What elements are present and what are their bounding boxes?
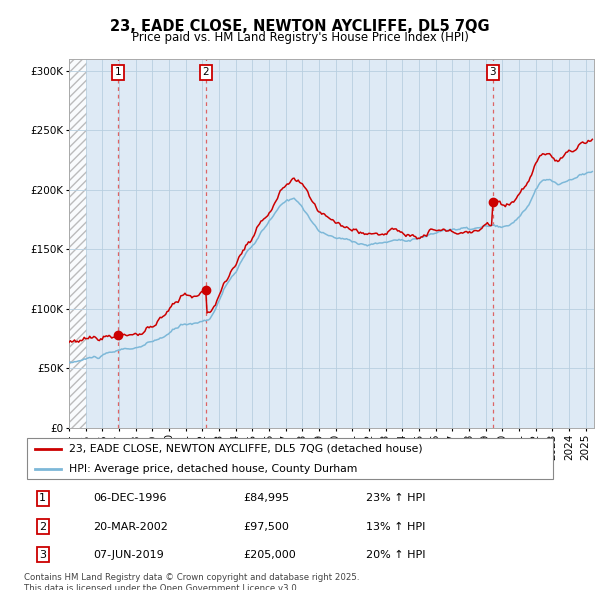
Text: 20-MAR-2002: 20-MAR-2002: [94, 522, 168, 532]
Text: 23% ↑ HPI: 23% ↑ HPI: [366, 493, 425, 503]
Text: 2: 2: [203, 67, 209, 77]
Text: 23, EADE CLOSE, NEWTON AYCLIFFE, DL5 7QG (detached house): 23, EADE CLOSE, NEWTON AYCLIFFE, DL5 7QG…: [70, 444, 423, 454]
Text: £84,995: £84,995: [243, 493, 289, 503]
Text: Price paid vs. HM Land Registry's House Price Index (HPI): Price paid vs. HM Land Registry's House …: [131, 31, 469, 44]
Text: 23, EADE CLOSE, NEWTON AYCLIFFE, DL5 7QG: 23, EADE CLOSE, NEWTON AYCLIFFE, DL5 7QG: [110, 19, 490, 34]
Text: 3: 3: [39, 550, 46, 560]
Text: £205,000: £205,000: [243, 550, 296, 560]
Text: HPI: Average price, detached house, County Durham: HPI: Average price, detached house, Coun…: [70, 464, 358, 474]
Bar: [69, 59, 88, 428]
Text: 06-DEC-1996: 06-DEC-1996: [94, 493, 167, 503]
Text: 2: 2: [39, 522, 46, 532]
Text: 20% ↑ HPI: 20% ↑ HPI: [366, 550, 425, 560]
FancyBboxPatch shape: [26, 438, 553, 479]
Text: 13% ↑ HPI: 13% ↑ HPI: [366, 522, 425, 532]
Text: £97,500: £97,500: [243, 522, 289, 532]
Text: 07-JUN-2019: 07-JUN-2019: [94, 550, 164, 560]
Text: 1: 1: [115, 67, 121, 77]
Text: Contains HM Land Registry data © Crown copyright and database right 2025.
This d: Contains HM Land Registry data © Crown c…: [24, 573, 359, 590]
Text: 3: 3: [490, 67, 496, 77]
Text: 1: 1: [39, 493, 46, 503]
